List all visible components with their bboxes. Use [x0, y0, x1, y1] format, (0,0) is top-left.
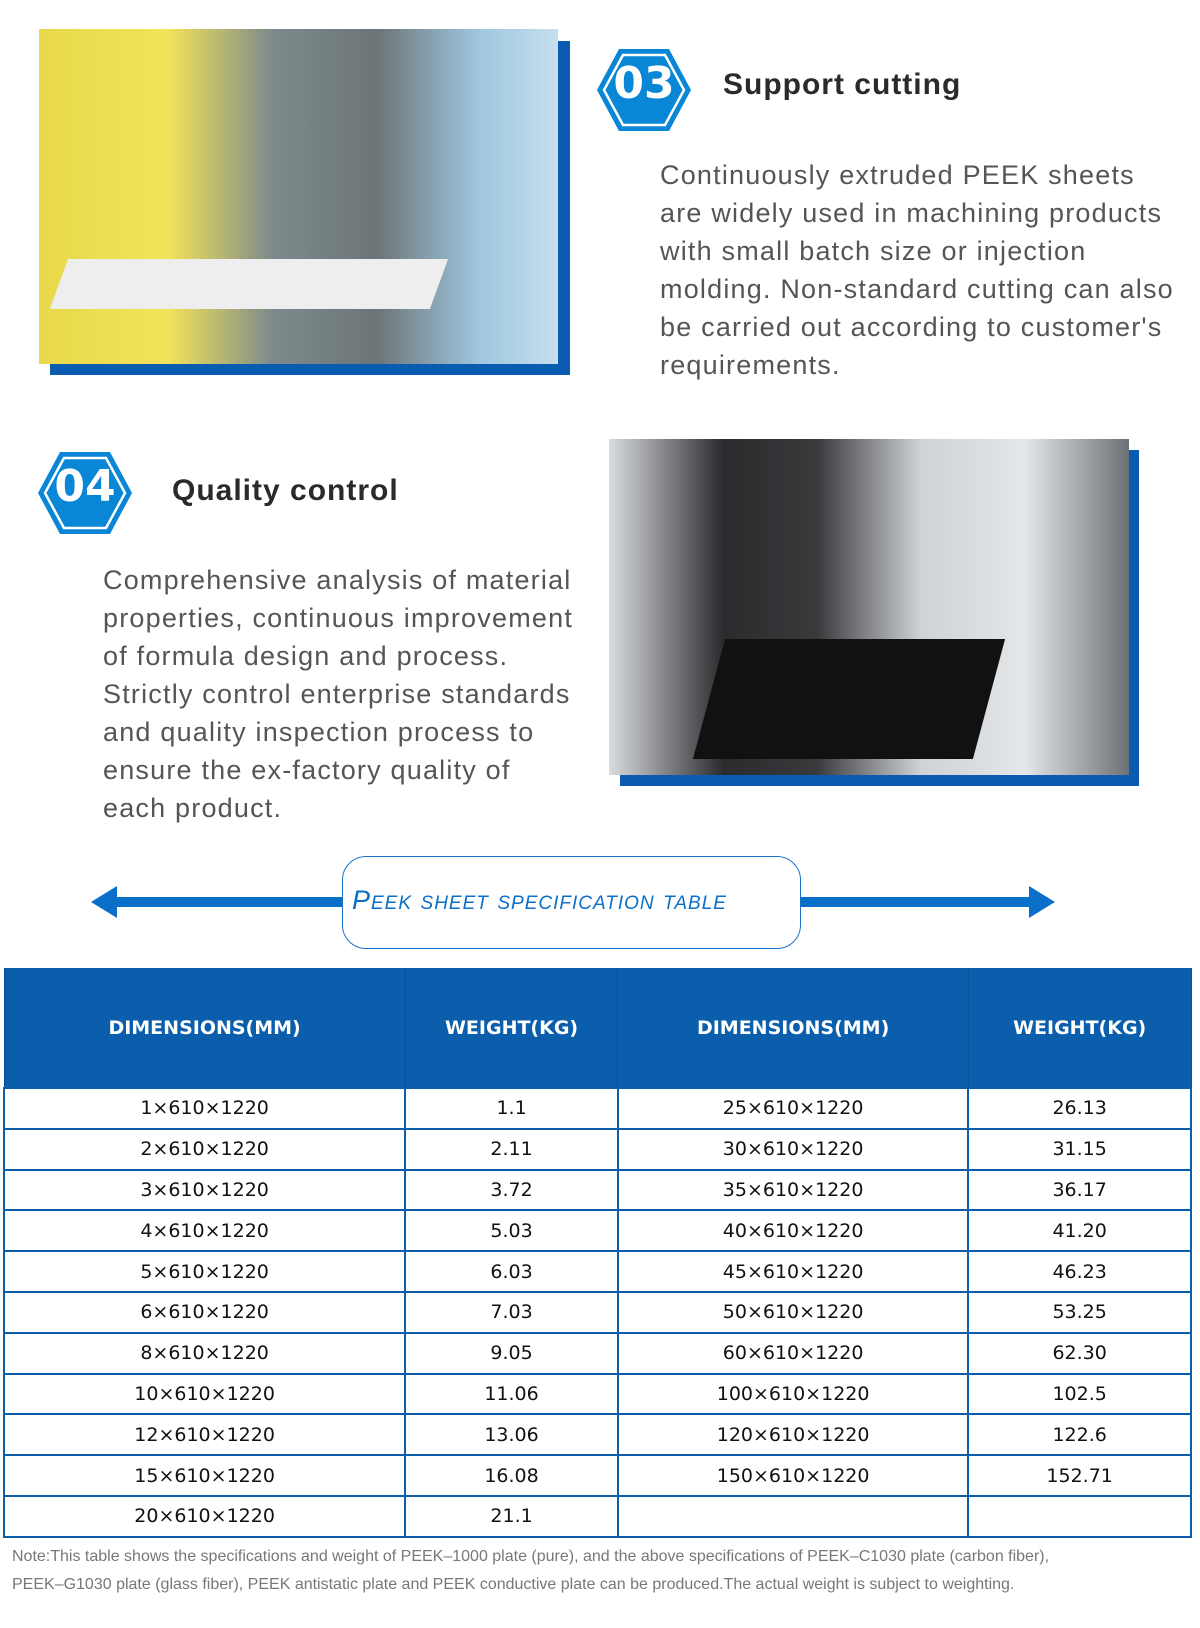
table-cell: 16.08 — [404, 1454, 619, 1497]
table-title: Peek sheet specification table — [352, 885, 727, 915]
table-cell: 60×610×1220 — [616, 1331, 970, 1375]
table-cell: 2×610×1220 — [2, 1127, 407, 1171]
table-cell: 5.03 — [404, 1209, 619, 1253]
table-row: 20×610×1220 21.1 — [2, 1494, 1192, 1538]
table-cell: 3×610×1220 — [2, 1168, 407, 1212]
section-title: Support cutting — [723, 68, 962, 101]
col-header: DIMENSIONS(MM) — [617, 968, 969, 1088]
table-cell: 2.11 — [404, 1127, 619, 1171]
worker-holding-peek-sheet-photo — [39, 29, 558, 364]
spec-table: DIMENSIONS(MM) WEIGHT(KG) DIMENSIONS(MM)… — [2, 968, 1192, 1538]
section-description: Continuously extruded PEEK sheets are wi… — [660, 160, 1174, 380]
col-header: WEIGHT(KG) — [404, 968, 619, 1088]
table-cell — [616, 1494, 970, 1538]
table-cell: 36.17 — [967, 1168, 1192, 1212]
table-cell: 1.1 — [404, 1087, 619, 1130]
table-cell: 5×610×1220 — [2, 1250, 407, 1293]
table-row: 6×610×1220 7.03 50×610×1220 53.25 — [2, 1290, 1192, 1334]
table-cell: 26.13 — [967, 1087, 1192, 1130]
table-title-banner — [342, 856, 801, 949]
table-row: 15×610×1220 16.08 150×610×1220 152.71 — [2, 1454, 1192, 1497]
table-cell: 12×610×1220 — [2, 1413, 407, 1457]
table-cell: 21.1 — [404, 1494, 619, 1538]
table-cell: 20×610×1220 — [2, 1494, 407, 1538]
table-header-row: DIMENSIONS(MM) WEIGHT(KG) DIMENSIONS(MM)… — [3, 968, 1192, 1088]
table-cell: 8×610×1220 — [2, 1331, 407, 1375]
table-cell: 50×610×1220 — [616, 1290, 970, 1334]
note-line: PEEK–G1030 plate (glass fiber), PEEK ant… — [12, 1576, 1015, 1593]
table-cell: 11.06 — [404, 1372, 619, 1416]
table-row: 10×610×1220 11.06 100×610×1220 102.5 — [2, 1372, 1192, 1416]
table-cell — [967, 1494, 1192, 1538]
table-cell: 13.06 — [404, 1413, 619, 1457]
table-cell: 1×610×1220 — [2, 1087, 407, 1130]
table-cell: 100×610×1220 — [616, 1372, 970, 1416]
col-header: DIMENSIONS(MM) — [3, 968, 406, 1088]
section-number: 04 — [54, 461, 116, 512]
table-cell: 40×610×1220 — [616, 1209, 970, 1253]
quality-inspection-photo — [609, 439, 1129, 775]
section-number: 03 — [613, 58, 675, 109]
table-row: 12×610×1220 13.06 120×610×1220 122.6 — [2, 1413, 1192, 1457]
table-cell: 152.71 — [967, 1454, 1192, 1497]
table-cell: 10×610×1220 — [2, 1372, 407, 1416]
table-cell: 62.30 — [967, 1331, 1192, 1375]
table-cell: 6.03 — [404, 1250, 619, 1293]
section-title: Quality control — [172, 474, 399, 507]
col-header: WEIGHT(KG) — [967, 968, 1192, 1088]
table-cell: 15×610×1220 — [2, 1454, 407, 1497]
hexagon-badge-03 — [597, 49, 691, 131]
table-cell: 7.03 — [404, 1290, 619, 1334]
hexagon-badge-04 — [38, 452, 132, 534]
table-cell: 120×610×1220 — [616, 1413, 970, 1457]
table-cell: 9.05 — [404, 1331, 619, 1375]
table-cell: 122.6 — [967, 1413, 1192, 1457]
table-row: 4×610×1220 5.03 40×610×1220 41.20 — [2, 1209, 1192, 1253]
table-cell: 30×610×1220 — [616, 1127, 970, 1171]
table-row: 1×610×1220 1.1 25×610×1220 26.13 — [2, 1087, 1192, 1130]
table-cell: 25×610×1220 — [616, 1087, 970, 1130]
table-cell: 102.5 — [967, 1372, 1192, 1416]
table-cell: 53.25 — [967, 1290, 1192, 1334]
table-cell: 3.72 — [404, 1168, 619, 1212]
table-cell: 41.20 — [967, 1209, 1192, 1253]
table-cell: 6×610×1220 — [2, 1290, 407, 1334]
section-description: Comprehensive analysis of material prope… — [103, 565, 574, 823]
table-cell: 31.15 — [967, 1127, 1192, 1171]
table-cell: 150×610×1220 — [616, 1454, 970, 1497]
table-cell: 45×610×1220 — [616, 1250, 970, 1293]
table-row: 8×610×1220 9.05 60×610×1220 62.30 — [2, 1331, 1192, 1375]
table-row: 3×610×1220 3.72 35×610×1220 36.17 — [2, 1168, 1192, 1212]
table-cell: 35×610×1220 — [616, 1168, 970, 1212]
table-cell: 46.23 — [967, 1250, 1192, 1293]
note-line: Note:This table shows the specifications… — [12, 1548, 1050, 1565]
table-row: 5×610×1220 6.03 45×610×1220 46.23 — [2, 1250, 1192, 1293]
table-cell: 4×610×1220 — [2, 1209, 407, 1253]
table-row: 2×610×1220 2.11 30×610×1220 31.15 — [2, 1127, 1192, 1171]
